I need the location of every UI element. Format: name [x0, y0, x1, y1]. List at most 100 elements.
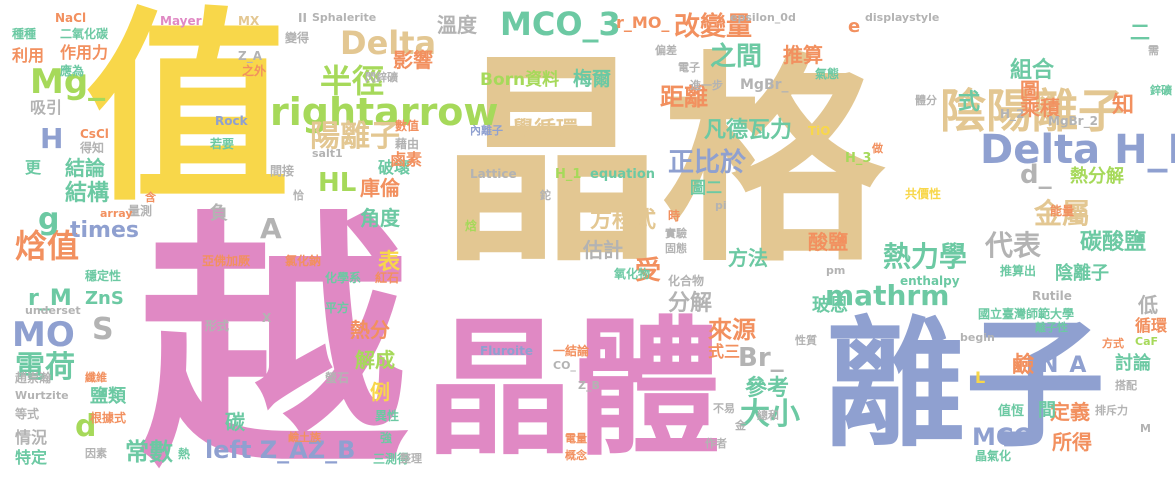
word-base: 鹼	[1012, 353, 1035, 378]
word-size: 大小	[740, 397, 800, 432]
word-know: 知	[1112, 93, 1135, 118]
word-heat: 熱	[178, 447, 191, 461]
word-formula: 式	[958, 90, 981, 115]
word-proportional: 正比於	[668, 148, 747, 178]
word-derive: 推算出	[1000, 264, 1037, 278]
word-salt-types: 鹽類	[90, 386, 126, 407]
word-quantity: 電量	[565, 432, 587, 445]
word-according: 根據式	[90, 411, 127, 425]
word-r-mo: r_MO_	[616, 13, 670, 32]
word-author: 作者	[705, 437, 727, 450]
word-conclusion: 結論	[65, 156, 105, 180]
word-fluorite-cn: 螢石	[325, 371, 350, 385]
word-h: H	[40, 122, 64, 155]
word-anion: 陰離子	[1055, 263, 1109, 284]
word-enthalpy-cn: 焓	[465, 219, 478, 233]
word-anion-cation: 陰陽離子	[940, 84, 1124, 138]
word-example: 例	[370, 380, 390, 404]
word-nacl: NaCl	[55, 11, 87, 25]
word-structure: 結構	[65, 181, 110, 206]
word-compound: 化合物	[668, 274, 705, 288]
word-measured: 三測得	[373, 452, 410, 466]
word-br: Br_	[738, 343, 784, 373]
word-angle: 角度	[360, 206, 400, 230]
word-heat-part: 熱分	[350, 318, 390, 342]
word-pm: pm	[826, 264, 846, 277]
word-zazb: left Z_AZ_B	[205, 436, 356, 464]
word-attract: 吸引	[30, 98, 63, 117]
word-receive: 受	[635, 256, 662, 286]
word-wurtzite: Wurtzite	[15, 389, 69, 402]
word-product: 乘積	[1020, 96, 1060, 120]
word-born-data: Born資料	[480, 70, 560, 90]
word-delta-hl: Delta H_L	[980, 127, 1175, 173]
word-one-conclusion: 一結論	[553, 344, 590, 358]
word-oxide: 氧化物	[614, 267, 651, 281]
word-figure-two: 圖二	[690, 178, 723, 197]
word-experiment: 實驗	[665, 227, 687, 240]
word-represent: 代表	[985, 229, 1042, 262]
word-if-needed: 若要	[210, 137, 235, 151]
word-estimate: 估計	[583, 238, 623, 262]
word-force: 作用力	[60, 43, 109, 62]
word-should-be: 應為	[60, 64, 85, 78]
word-indirect: 間接	[270, 164, 295, 178]
word-d-sub: d_	[1020, 160, 1052, 190]
word-mx: MX	[238, 14, 260, 28]
word-two: 二	[1130, 20, 1150, 44]
word-cycle: 學循環	[512, 118, 579, 143]
word-thermal-decomp: 熱分解	[1070, 166, 1124, 187]
word-value: 值	[85, 0, 290, 229]
word-need: 需	[1148, 44, 1159, 57]
word-na: N_A	[1040, 353, 1087, 378]
word-besides: 之外	[242, 64, 267, 78]
word-figure: 圖	[1020, 78, 1040, 102]
word-cation: 陽離子	[310, 119, 400, 154]
word-stability: 穩定性	[85, 269, 122, 283]
word-carbon: 碳	[225, 410, 245, 434]
word-charge: 電荷	[15, 350, 75, 385]
word-equality: 等式	[15, 407, 40, 421]
word-formula-three: 式三	[708, 342, 741, 361]
word-electron: 電子	[678, 61, 700, 74]
word-energy: 能量	[1050, 204, 1075, 218]
word-mgbr2: MgBr_2	[1048, 114, 1098, 128]
word-acid-salt: 酸鹽	[808, 230, 848, 254]
word-sphalerite: Sphalerite	[312, 11, 377, 24]
word-fluroite: Fluroite	[480, 344, 534, 358]
word-organize: 整理	[400, 452, 422, 465]
word-delta: Delta	[340, 24, 437, 62]
word-further: 進一步	[690, 79, 723, 92]
word-crystal: 晶體	[425, 303, 721, 475]
word-za: Z_A	[238, 49, 262, 63]
word-mayer: Mayer	[160, 14, 202, 28]
word-lattice: 晶格	[440, 34, 884, 292]
word-displaystyle: displaystyle	[865, 11, 940, 24]
word-mgbr: MgBr_	[740, 77, 789, 93]
word-zb: Z_B	[578, 379, 600, 392]
word-concept: 概念	[565, 449, 587, 462]
word-halogen: 鹵素	[390, 150, 423, 169]
word-h1: H_1	[555, 167, 582, 182]
word-property: 性質	[795, 334, 817, 347]
word-reference: 參考	[745, 376, 790, 401]
word-covalency: 共價性	[905, 187, 942, 201]
word-ii: II	[298, 11, 307, 25]
word-d: d	[75, 409, 97, 444]
word-avogadro: 亞佛加厥	[202, 254, 251, 268]
word-numeric: 數值	[395, 119, 420, 133]
word-learn: 得知	[80, 141, 105, 155]
word-obtained: 所得	[1052, 430, 1092, 454]
word-mo: MO	[12, 315, 75, 355]
word-thermodynamics: 熱力學	[883, 240, 968, 273]
word-temperature: 溫度	[437, 13, 477, 37]
word-interval: 間	[1038, 400, 1056, 421]
word-contain: 含	[145, 191, 156, 204]
word-manner: 方式	[1102, 337, 1124, 350]
word-strong: 強	[380, 431, 393, 445]
word-rm: r_M	[28, 286, 72, 311]
word-carbonate: 碳酸鹽	[1080, 230, 1147, 255]
word-equation-en: equation	[590, 167, 656, 182]
word-combination: 組合	[1010, 58, 1055, 83]
